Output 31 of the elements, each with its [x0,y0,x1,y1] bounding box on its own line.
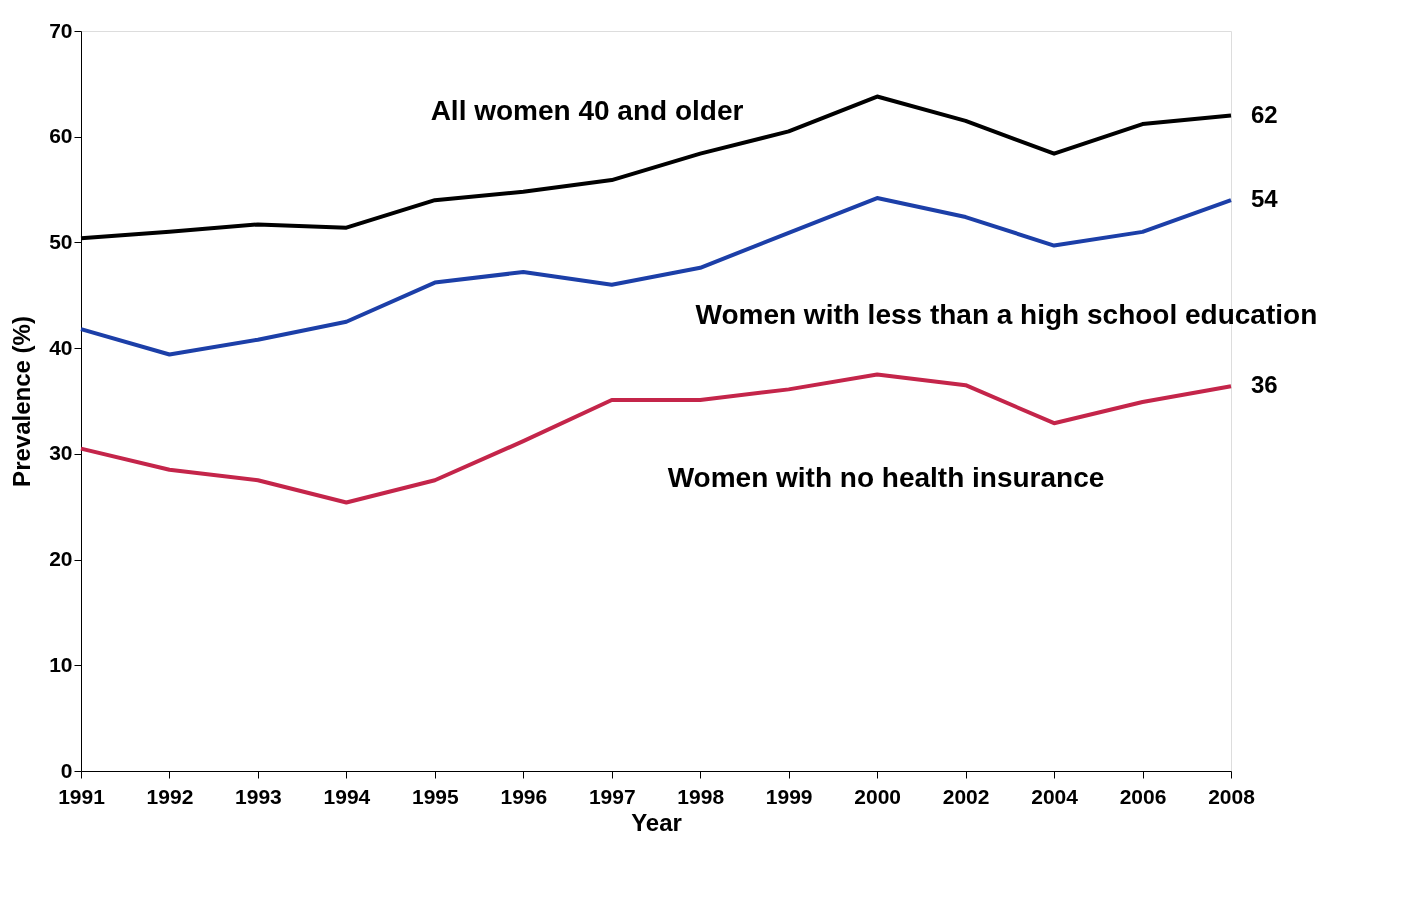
y-tick-label: 50 [49,229,73,253]
x-tick-label: 1998 [677,784,725,808]
data-label: 62 [1251,100,1278,128]
y-tick-label: 40 [49,335,73,359]
x-tick-label: 2002 [942,784,990,808]
y-tick-label: 60 [49,124,73,148]
line-series [79,372,1233,505]
series-label: All women 40 and older [430,95,744,127]
x-tick-label: 2000 [854,784,902,808]
x-axis-title: Year [631,808,682,836]
series-label: Women with no health insurance [667,461,1105,493]
y-tick-label: 0 [60,758,73,782]
x-tick-label: 1992 [146,784,194,808]
data-label: 36 [1251,371,1278,399]
y-tick-label: 30 [49,441,73,465]
x-tick-label: 2006 [1119,784,1167,808]
x-tick-label: 1993 [235,784,282,808]
x-tick-label: 1991 [58,784,106,808]
y-axis-title: Prevalence (%) [8,316,36,487]
series-label: Women with less than a high school education [695,298,1318,330]
x-tick-label: 1995 [411,784,460,808]
data-label: 54 [1251,185,1279,213]
x-tick-label: 1997 [588,784,636,808]
x-tick-label: 1999 [765,784,813,808]
y-tick-label: 20 [49,547,73,571]
y-tick-label: 10 [49,652,73,676]
x-tick-label: 1996 [500,784,548,808]
x-tick-label: 2008 [1208,784,1256,808]
x-tick-label: 1994 [323,784,371,808]
x-tick-label: 2004 [1031,784,1079,808]
y-tick-label: 70 [49,18,73,42]
